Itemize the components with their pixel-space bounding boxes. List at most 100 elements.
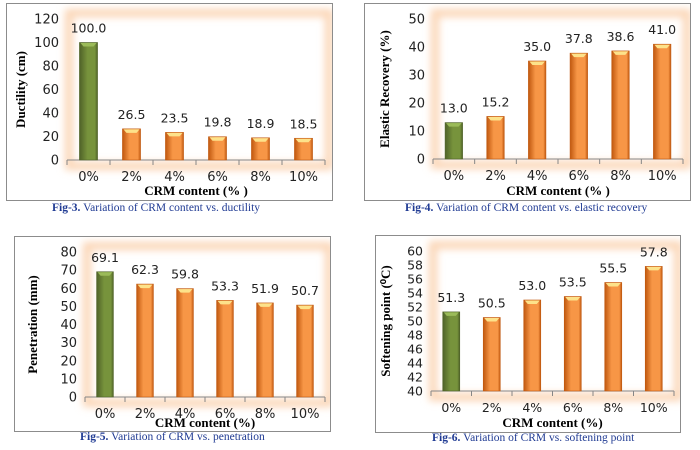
bar-bevel — [612, 51, 629, 55]
chart-frame: 40 42 44 46 48 50 52 54 56 58 60 51.3 0% 50.5 2% 53.0 4%… — [375, 235, 682, 433]
bar-bevel — [80, 43, 97, 47]
x-tick-label: 2% — [485, 169, 506, 184]
y-tick-label: 58 — [407, 258, 423, 273]
x-tick-label: 8% — [603, 400, 623, 415]
y-tick-label: 80 — [60, 246, 77, 261]
y-axis-title: Softening point (⁰C) — [378, 265, 393, 376]
x-axis-title: CRM content (%) — [502, 415, 602, 430]
y-axis-title: Ductility (cm) — [13, 51, 28, 128]
x-tick-label: 6% — [207, 170, 228, 185]
bar-2pct — [122, 128, 141, 161]
bar-bevel — [252, 138, 269, 142]
bar-2pct — [136, 283, 154, 398]
bar-bevel — [217, 300, 233, 305]
y-tick-label: 30 — [408, 69, 425, 84]
y-tick-label: 50 — [407, 314, 423, 329]
bar-bevel — [123, 129, 140, 133]
bar-10pct — [296, 304, 314, 398]
data-label: 35.0 — [523, 39, 551, 54]
chart-panel-ductility: 0 20 40 60 80 100 120 100.0 0% 26.5 2% 23.5 4% 19.8 6%… — [0, 0, 350, 225]
figure-caption: Fig-3. Variation of CRM content vs. duct… — [52, 202, 260, 214]
bar-4pct — [176, 288, 194, 398]
data-label: 19.8 — [204, 115, 232, 130]
y-tick-label: 10 — [408, 125, 425, 140]
data-label: 50.5 — [478, 296, 506, 311]
y-tick-label: 80 — [42, 60, 59, 75]
bar-bevel — [166, 132, 183, 137]
x-tick-label: 0% — [444, 169, 465, 184]
x-tick-label: 6% — [563, 400, 583, 415]
x-axis-title: CRM content (% ) — [506, 183, 610, 198]
x-tick-label: 10% — [291, 407, 320, 422]
data-label: 62.3 — [131, 262, 159, 277]
bar-0pct — [444, 122, 463, 160]
y-tick-label: 0 — [51, 154, 59, 169]
caption-prefix: Fig-3. — [52, 202, 81, 214]
data-label: 37.8 — [565, 31, 593, 46]
caption-prefix: Fig-5. — [80, 431, 109, 443]
bar-bevel — [177, 289, 193, 293]
y-axis-title: Elastic Recovery (%) — [377, 30, 392, 148]
bar-4pct — [523, 299, 542, 392]
data-label: 13.0 — [440, 101, 468, 116]
caption-text: Variation of CRM content vs. elastic rec… — [433, 202, 648, 214]
data-label: 18.9 — [247, 116, 275, 131]
bar-bevel — [524, 300, 540, 304]
y-tick-label: 20 — [408, 97, 425, 112]
x-tick-label: 10% — [648, 169, 677, 184]
bar-bevel — [97, 272, 113, 276]
bar-bevel — [446, 123, 462, 127]
bar-8pct — [604, 282, 623, 392]
y-tick-label: 40 — [42, 107, 59, 122]
data-label: 41.0 — [648, 22, 676, 37]
bar-bevel — [654, 44, 670, 49]
chart-panel-penetration: 0 10 20 30 40 50 60 70 80 69.1 0% 62.3 2% 59.8 4% 53.3 6… — [0, 225, 350, 450]
bar-bevel — [295, 138, 312, 143]
data-label: 55.5 — [599, 261, 627, 276]
bar-6pct — [563, 296, 582, 392]
bar-8pct — [256, 302, 274, 398]
ductility-chart: 0 20 40 60 80 100 120 100.0 0% 26.5 2% 23.5 4% 19.8 6%… — [13, 9, 333, 198]
bar-bevel — [484, 318, 500, 322]
y-tick-label: 120 — [34, 13, 59, 28]
x-tick-label: 4% — [522, 400, 542, 415]
y-tick-label: 42 — [407, 370, 423, 385]
data-label: 51.3 — [437, 290, 465, 305]
x-tick-label: 2% — [121, 170, 142, 185]
bar-0pct — [442, 311, 461, 392]
data-label: 38.6 — [607, 29, 635, 44]
chart-panel-softening-point: 40 42 44 46 48 50 52 54 56 58 60 51.3 0% 50.5 2% 53.0 4%… — [350, 225, 700, 450]
x-tick-label: 10% — [640, 400, 668, 415]
y-tick-label: 54 — [407, 286, 423, 301]
data-label: 15.2 — [482, 94, 510, 109]
bar-4pct — [165, 132, 184, 161]
data-label: 100.0 — [71, 21, 107, 36]
bar-6pct — [569, 52, 588, 160]
bar-6pct — [216, 300, 234, 398]
y-tick-label: 56 — [407, 272, 423, 287]
bar-bevel — [209, 137, 226, 141]
y-tick-label: 70 — [60, 264, 77, 279]
y-tick-label: 60 — [407, 244, 423, 259]
bar-bevel — [565, 297, 581, 301]
y-tick-label: 40 — [408, 41, 425, 56]
x-axis-title: CRM content (%) — [155, 415, 255, 430]
x-tick-label: 10% — [289, 170, 318, 185]
x-tick-label: 2% — [135, 407, 156, 422]
figure-caption: Fig-6. Variation of CRM vs. softening po… — [432, 432, 634, 444]
caption-prefix: Fig-6. — [432, 432, 461, 444]
chart-frame: 0 20 40 60 80 100 120 100.0 0% 26.5 2% 23.5 4% 19.8 6%… — [6, 3, 333, 201]
y-tick-label: 60 — [42, 83, 59, 98]
y-tick-label: 46 — [407, 342, 423, 357]
bar-0pct — [79, 42, 98, 161]
y-tick-label: 40 — [60, 318, 77, 333]
caption-prefix: Fig-4. — [405, 202, 434, 214]
bar-2pct — [486, 116, 505, 160]
plot-area-glow — [83, 242, 333, 407]
x-tick-label: 8% — [250, 170, 271, 185]
bar-6pct — [208, 136, 227, 161]
y-axis-title: Penetration (mm) — [25, 275, 40, 374]
data-label: 53.0 — [518, 278, 546, 293]
y-tick-label: 0 — [417, 153, 425, 168]
